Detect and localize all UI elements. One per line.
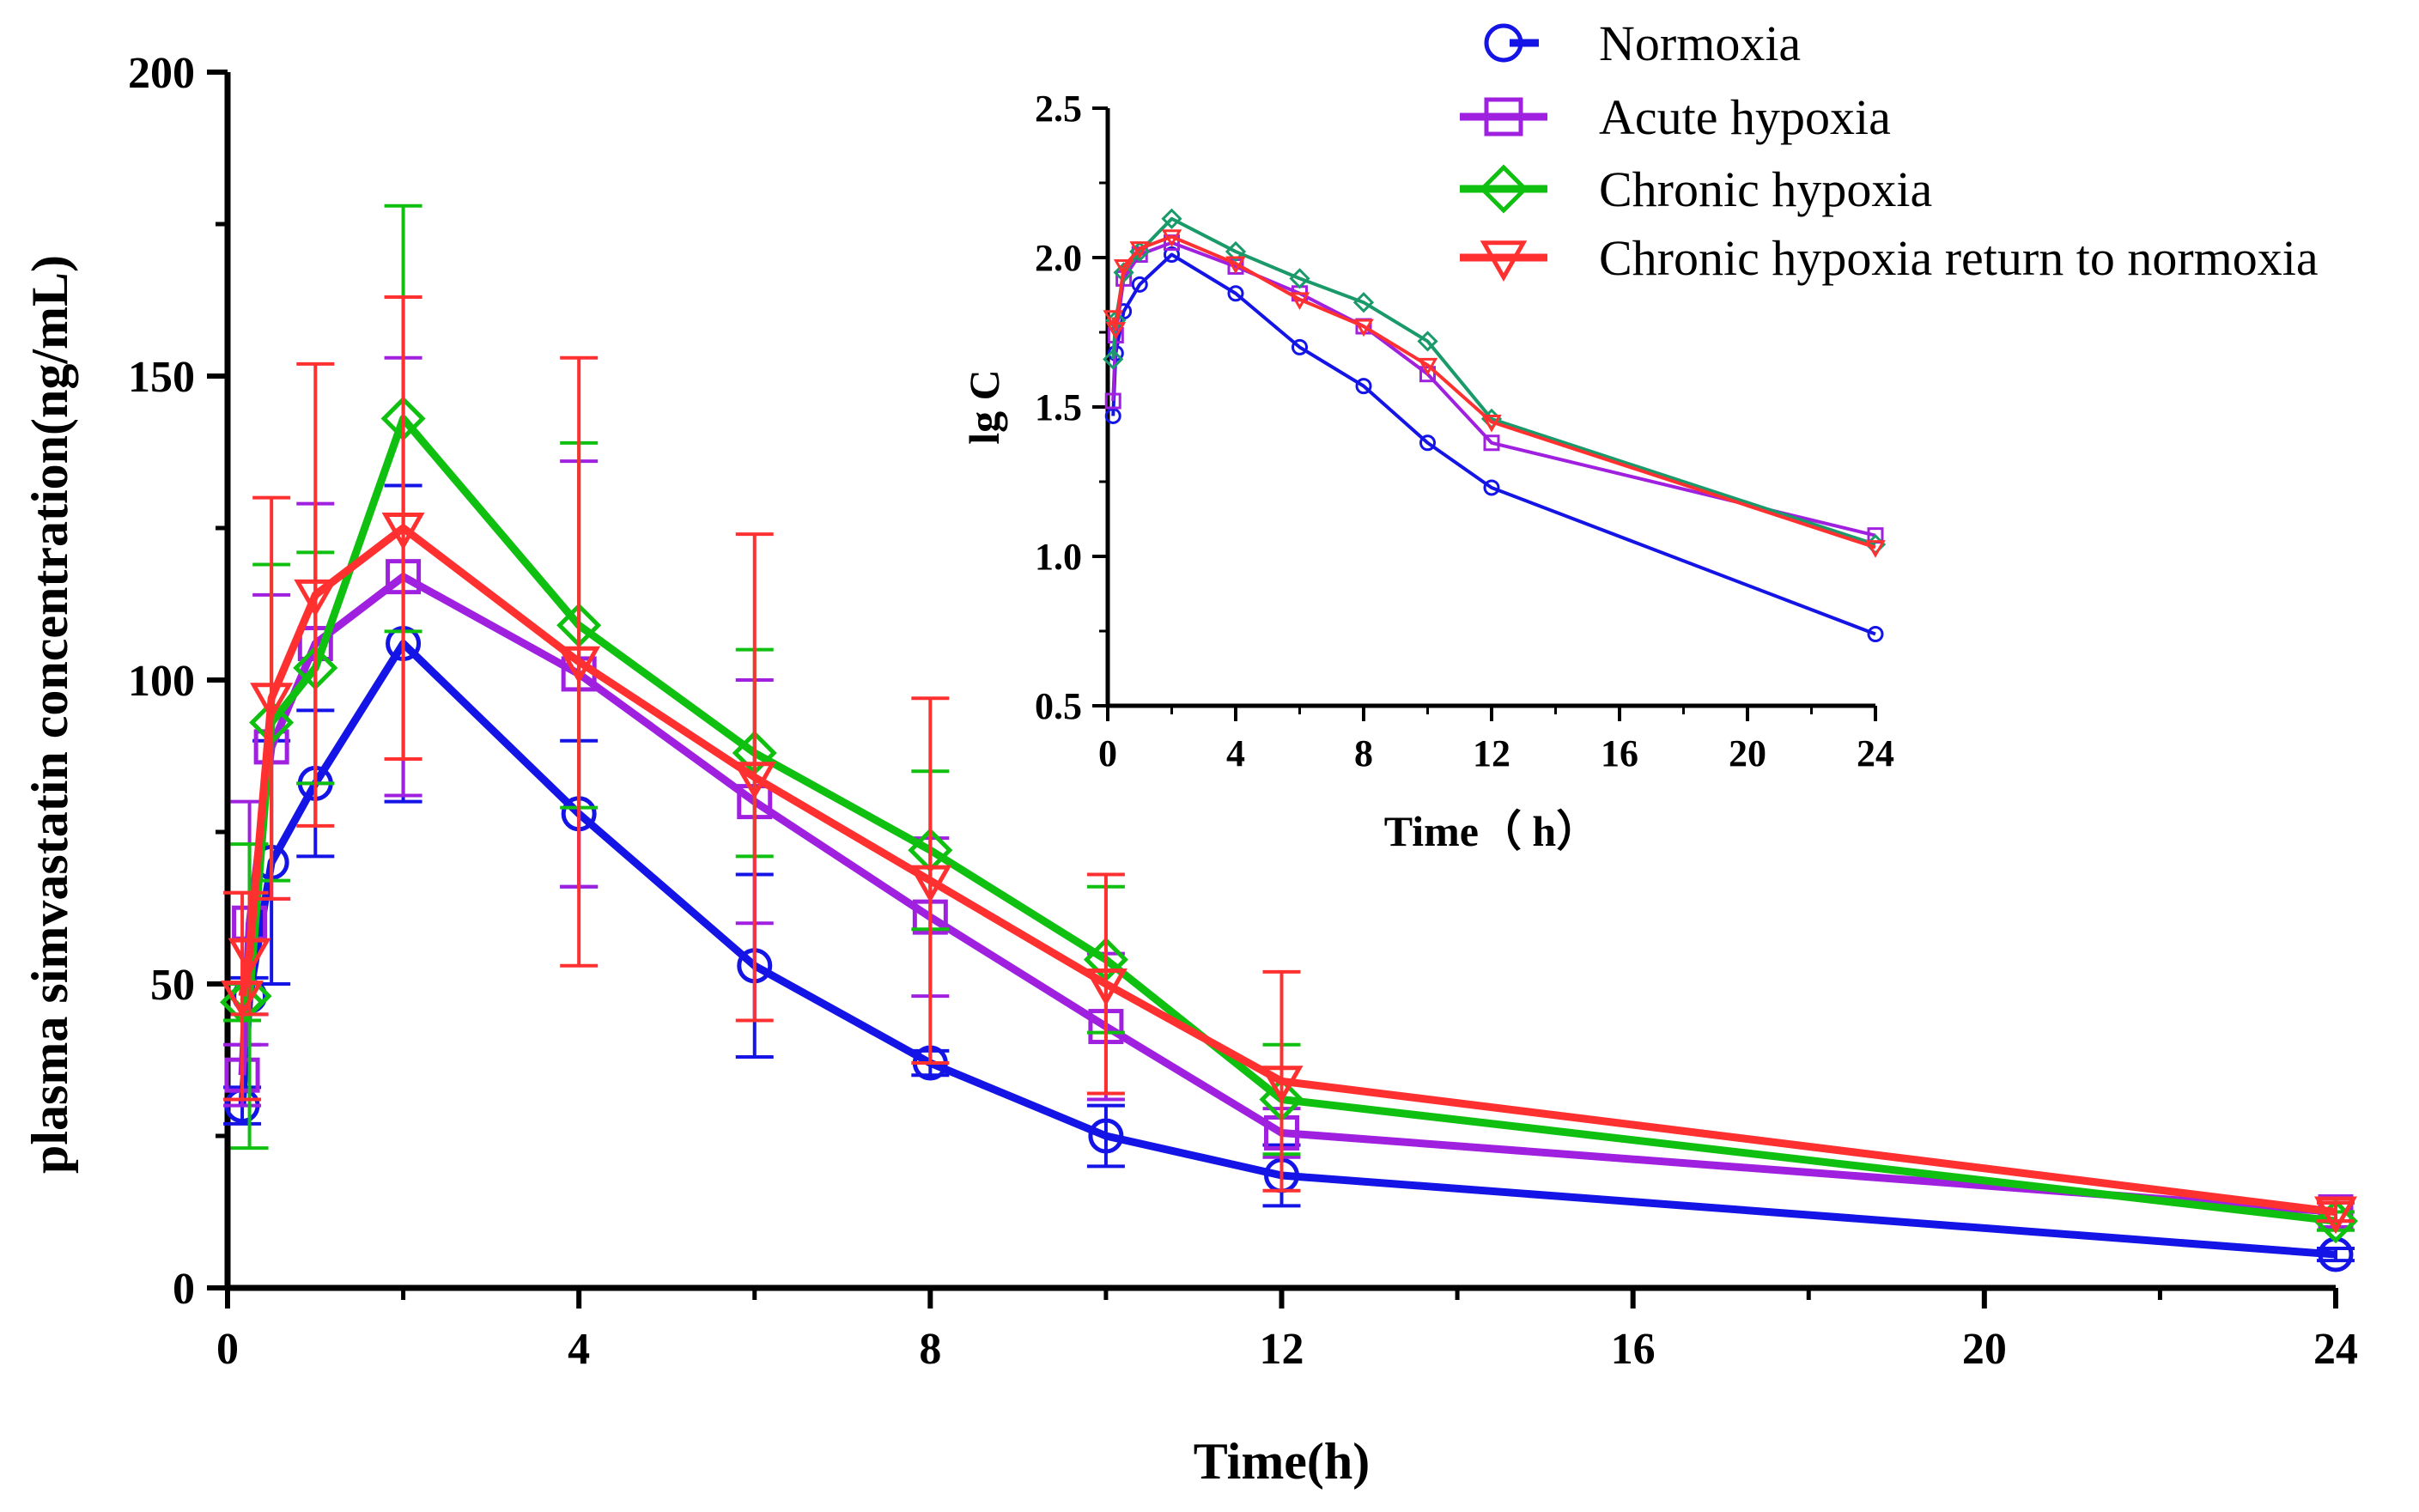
main-x-tick-label: 16 bbox=[1611, 1325, 1656, 1374]
inset-data-point bbox=[1483, 434, 1500, 452]
legend-marker bbox=[1484, 97, 1523, 137]
data-point bbox=[1260, 1066, 1304, 1104]
inset-data-point bbox=[1105, 322, 1127, 340]
inset-y-tick-label: 2.0 bbox=[1035, 237, 1082, 279]
data-point bbox=[2313, 1199, 2359, 1244]
inset-data-point bbox=[1131, 276, 1148, 293]
inset-plot: 0 4 8 12 16 20 24 0.5 1.0 1.5 2.0 2.5 Time（ h） lg C bbox=[960, 88, 1894, 855]
inset-data-point bbox=[1161, 208, 1182, 229]
inset-data-point bbox=[1417, 357, 1438, 376]
inset-data-point bbox=[1355, 378, 1372, 395]
inset-data-point bbox=[1225, 240, 1247, 263]
legend: Normoxia Acute hypoxia Chronic hypoxia Chro… bbox=[1460, 15, 2319, 286]
data-point bbox=[221, 981, 264, 1018]
inset-data-point bbox=[1352, 292, 1375, 313]
legend-label: Chronic hypoxia bbox=[1599, 161, 1932, 217]
inset-data-point bbox=[1104, 392, 1121, 410]
inset-series-triangle-down bbox=[1103, 229, 1886, 558]
inset-x-tick-label: 0 bbox=[1098, 732, 1117, 774]
legend-item-triangle-down: Chronic hypoxia return to normoxia bbox=[1460, 230, 2319, 286]
legend-marker bbox=[1480, 240, 1528, 282]
inset-data-point bbox=[1103, 310, 1124, 328]
main-x-tick-label: 8 bbox=[919, 1325, 941, 1374]
legend-marker bbox=[1479, 164, 1529, 214]
series-line bbox=[240, 415, 2337, 1225]
inset-data-point bbox=[1419, 434, 1436, 452]
main-x-tick-label: 20 bbox=[1962, 1325, 2007, 1374]
main-y-tick-label: 50 bbox=[150, 961, 195, 1010]
legend-item-circle: Normoxia bbox=[1460, 15, 1801, 71]
data-point bbox=[732, 762, 776, 800]
legend-item-diamond: Chronic hypoxia bbox=[1460, 161, 1932, 217]
legend-label: Acute hypoxia bbox=[1599, 89, 1891, 145]
inset-y-tick-label: 1.5 bbox=[1035, 386, 1082, 428]
inset-data-point bbox=[1867, 625, 1884, 642]
inset-data-point bbox=[1292, 338, 1308, 355]
legend-label: Normoxia bbox=[1599, 15, 1801, 71]
main-y-tick-label: 150 bbox=[128, 353, 195, 402]
inset-data-point bbox=[1483, 479, 1500, 496]
inset-series-line bbox=[1111, 234, 1876, 550]
main-y-axis-title: plasma simvastatin concentration(ng/mL) bbox=[21, 255, 78, 1174]
main-x-tick-label: 24 bbox=[2313, 1325, 2358, 1374]
legend-marker bbox=[1484, 23, 1523, 63]
inset-data-point bbox=[1417, 331, 1438, 352]
data-point bbox=[294, 579, 337, 617]
main-y-tick-label: 200 bbox=[128, 49, 195, 98]
inset-data-point bbox=[1353, 319, 1374, 337]
inset-x-tick-label: 4 bbox=[1226, 732, 1245, 774]
legend-label: Chronic hypoxia return to normoxia bbox=[1599, 230, 2319, 286]
inset-x-tick-label: 8 bbox=[1354, 732, 1373, 774]
inset-data-point bbox=[1129, 241, 1151, 259]
inset-data-point bbox=[1289, 268, 1310, 289]
main-y-tick-label: 100 bbox=[128, 657, 195, 706]
legend-item-square: Acute hypoxia bbox=[1460, 89, 1891, 145]
inset-data-point bbox=[1113, 262, 1134, 283]
inset-data-point bbox=[1481, 415, 1502, 433]
inset-y-tick-label: 0.5 bbox=[1035, 685, 1082, 727]
main-x-axis-title: Time(h) bbox=[1194, 1433, 1371, 1490]
data-point bbox=[1084, 968, 1127, 1006]
data-point bbox=[250, 683, 294, 720]
inset-data-point bbox=[1289, 292, 1310, 310]
inset-data-point bbox=[1103, 349, 1124, 370]
inset-y-axis-title: lg C bbox=[960, 369, 1008, 445]
main-x-tick-label: 4 bbox=[568, 1325, 590, 1374]
main-x-tick-label: 0 bbox=[216, 1325, 239, 1374]
inset-data-point bbox=[1227, 285, 1244, 302]
data-point bbox=[557, 646, 601, 684]
data-point bbox=[381, 512, 425, 550]
data-point bbox=[1088, 1118, 1124, 1154]
data-point bbox=[909, 865, 952, 903]
main-series-triangle-down bbox=[221, 295, 2358, 1235]
main-x-tick-label: 12 bbox=[1260, 1325, 1304, 1374]
inset-data-point bbox=[1225, 256, 1246, 275]
series-line bbox=[238, 524, 2337, 1216]
inset-x-tick-label: 20 bbox=[1729, 732, 1766, 774]
inset-data-point bbox=[1113, 259, 1134, 277]
inset-y-tick-label: 1.0 bbox=[1035, 536, 1082, 578]
main-y-tick-label: 0 bbox=[173, 1265, 195, 1314]
inset-x-tick-label: 16 bbox=[1601, 732, 1638, 774]
inset-y-tick-label: 2.5 bbox=[1035, 88, 1082, 130]
inset-x-tick-label: 12 bbox=[1473, 732, 1510, 774]
inset-x-tick-label: 24 bbox=[1857, 732, 1894, 774]
data-point bbox=[228, 938, 271, 976]
inset-data-point bbox=[1164, 246, 1180, 264]
inset-x-axis-title: Time（ h） bbox=[1384, 807, 1600, 855]
inset-data-point bbox=[1865, 540, 1886, 558]
data-point bbox=[2313, 1196, 2358, 1235]
main-series-circle bbox=[223, 483, 2355, 1272]
inset-data-point bbox=[1161, 229, 1182, 247]
